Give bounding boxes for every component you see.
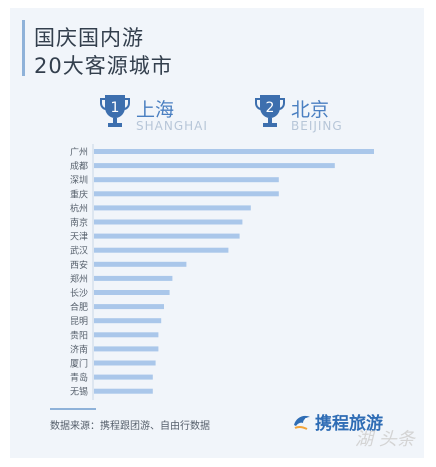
category-label-13: 昆明 — [70, 316, 88, 327]
category-label-14: 贵阳 — [70, 329, 88, 341]
title-accent-bar — [22, 20, 25, 76]
bar-5 — [94, 205, 251, 211]
bar-12 — [94, 304, 164, 310]
category-label-7: 天津 — [70, 232, 88, 243]
rank-1-number: 1 — [111, 100, 120, 116]
category-label-16: 厦门 — [70, 358, 88, 370]
brand-name: 携程旅游 — [315, 414, 383, 434]
bar-17 — [94, 374, 153, 380]
bar-3 — [94, 177, 279, 183]
category-label-1: 广州 — [70, 146, 88, 158]
title-line-1: 国庆国内游 — [34, 26, 144, 50]
category-label-3: 深圳 — [70, 175, 88, 186]
bar-4 — [94, 191, 279, 197]
rank-1-city: 上海 — [136, 99, 175, 121]
bar-9 — [94, 261, 187, 267]
category-label-11: 长沙 — [70, 287, 88, 299]
category-label-12: 合肥 — [70, 301, 88, 313]
brand-dolphin-icon — [294, 415, 310, 430]
brand-logo: 携程旅游 — [292, 409, 383, 434]
category-label-9: 西安 — [70, 259, 88, 271]
category-label-5: 杭州 — [70, 202, 88, 214]
category-label-18: 无锡 — [70, 387, 88, 398]
category-label-17: 青岛 — [70, 372, 88, 384]
category-label-2: 成都 — [70, 160, 88, 172]
title-line-2: 20大客源城市 — [34, 54, 173, 78]
bar-group — [94, 149, 374, 394]
bar-18 — [94, 388, 153, 394]
rank-1-city-en: SHANGHAI — [136, 119, 208, 133]
bar-15 — [94, 346, 159, 352]
category-label-10: 郑州 — [70, 273, 88, 285]
data-source-note: 数据来源：携程跟团游、自由行数据 — [50, 421, 210, 432]
category-label-4: 重庆 — [70, 188, 88, 200]
trophy-icon: 1 — [100, 95, 130, 127]
bar-10 — [94, 275, 173, 281]
rank-2-number: 2 — [266, 100, 275, 116]
category-label-6: 南京 — [70, 217, 88, 229]
rank-2-city: 北京 — [291, 99, 330, 121]
bar-6 — [94, 219, 243, 225]
source-divider — [50, 408, 96, 410]
trophy-icon: 2 — [255, 95, 285, 127]
bar-8 — [94, 247, 229, 253]
watermark: 湖 头条 — [355, 429, 415, 450]
bar-14 — [94, 332, 159, 338]
bar-11 — [94, 290, 170, 295]
category-label-8: 武汉 — [70, 245, 88, 257]
chart-card — [10, 8, 424, 458]
bar-13 — [94, 318, 162, 324]
rank-2-city-en: BEIJING — [291, 119, 343, 133]
bar-7 — [94, 233, 240, 239]
category-label-15: 济南 — [70, 343, 88, 355]
bar-1 — [94, 149, 374, 154]
bar-16 — [94, 360, 156, 366]
bar-2 — [94, 163, 335, 169]
